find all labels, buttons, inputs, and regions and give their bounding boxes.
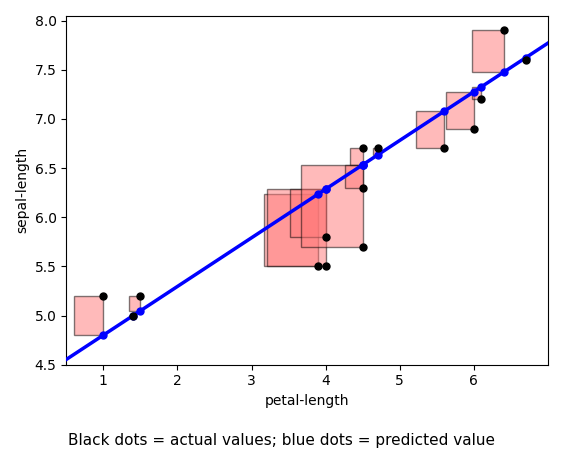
Bar [301, 165, 363, 247]
Bar [472, 87, 481, 99]
Point [358, 161, 367, 168]
Point [470, 125, 479, 132]
Point [358, 243, 367, 250]
Bar [267, 189, 325, 266]
Point [440, 108, 449, 115]
Bar [263, 194, 318, 266]
Point [136, 292, 145, 300]
Point [136, 307, 145, 315]
Point [321, 263, 330, 270]
Bar [373, 148, 378, 155]
Point [321, 185, 330, 193]
Point [477, 95, 486, 103]
Point [373, 145, 382, 152]
Point [358, 161, 367, 168]
Point [373, 151, 382, 158]
Bar [472, 30, 503, 72]
Point [470, 88, 479, 95]
Point [499, 27, 508, 34]
Point [128, 312, 137, 319]
Point [321, 185, 330, 193]
Point [358, 161, 367, 168]
Point [99, 332, 108, 339]
Point [499, 69, 508, 76]
Point [128, 312, 137, 319]
Point [521, 54, 530, 61]
Point [358, 184, 367, 191]
Point [99, 292, 108, 300]
Point [314, 263, 323, 270]
X-axis label: petal-length: petal-length [265, 394, 350, 408]
Bar [129, 296, 140, 311]
Bar [446, 92, 474, 129]
Bar [416, 111, 444, 148]
Point [358, 145, 367, 152]
Text: Black dots = actual values; blue dots = predicted value: Black dots = actual values; blue dots = … [68, 433, 495, 449]
Bar [289, 189, 325, 237]
Point [314, 190, 323, 198]
Bar [346, 165, 363, 188]
Point [440, 145, 449, 152]
Point [521, 56, 530, 63]
Bar [350, 148, 363, 165]
Y-axis label: sepal-length: sepal-length [15, 147, 29, 233]
Bar [524, 58, 526, 60]
Point [321, 233, 330, 240]
Bar [74, 296, 104, 335]
Point [477, 83, 486, 90]
